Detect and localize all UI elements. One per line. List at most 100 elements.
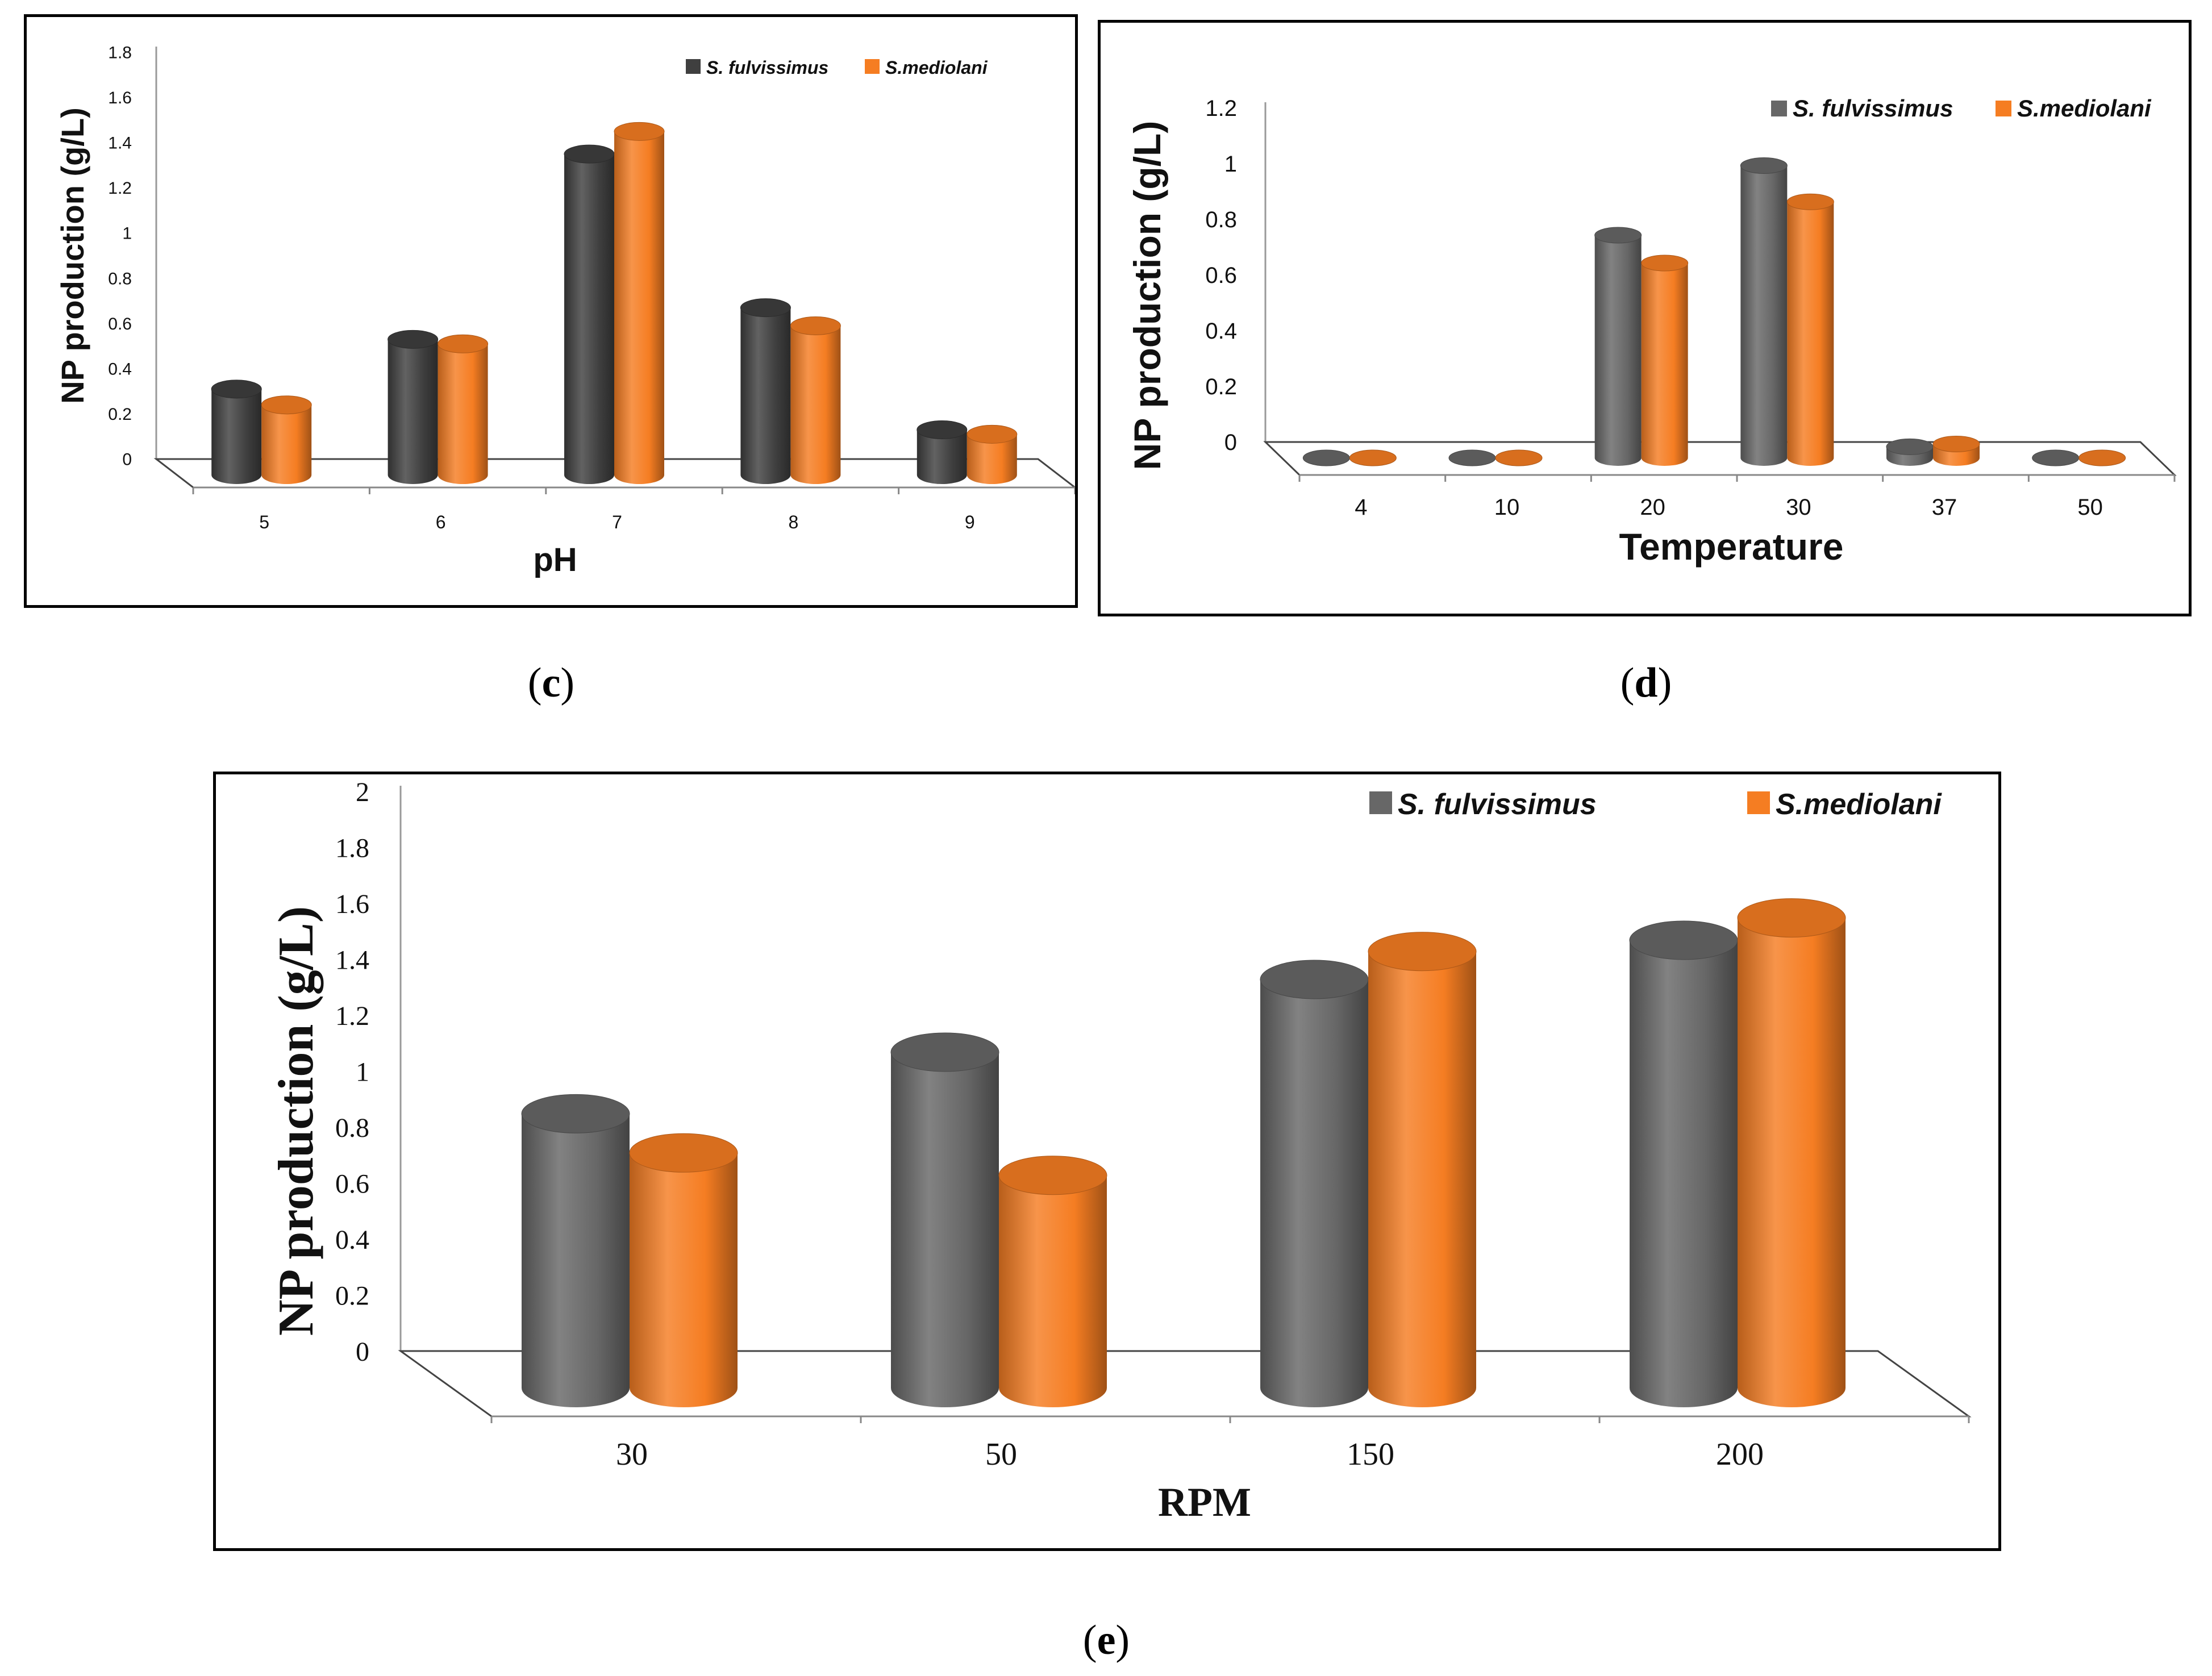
x-tick-label-d: 4: [1355, 495, 1367, 520]
x-tick-label-c: 5: [259, 512, 269, 532]
x-axis-title-d: Temperature: [1619, 526, 1844, 568]
bar-c-9-1: [967, 434, 1017, 484]
y-tick-label-d: 1: [1224, 152, 1237, 177]
y-tick-label-c: 1.2: [108, 179, 132, 198]
y-tick-label-e: 1.8: [335, 833, 369, 863]
chart-panel-c: 0 0.2 0.4 0.6 0.8 1 1.2 1.4 1.6 1.8 5 6 7 8 9 pH NP prod…: [24, 14, 1078, 608]
y-tick-label-c: 1.4: [108, 134, 132, 153]
bar-e-50-1: [999, 1175, 1107, 1407]
bar-e-200-1: [1738, 918, 1846, 1407]
x-tick-label-e: 200: [1716, 1437, 1764, 1472]
legend-swatch-c-0: [686, 59, 701, 74]
chart-e-svg: 0 0.2 0.4 0.6 0.8 1 1.2 1.4 1.6 1.8 2 30 50 150 200 RPM…: [269, 777, 1972, 1525]
chart-c-svg: 0 0.2 0.4 0.6 0.8 1 1.2 1.4 1.6 1.8 5 6 7 8 9 pH NP prod…: [55, 44, 1075, 578]
bar-c-9-0-cap: [917, 420, 968, 439]
y-tick-label-e: 1.4: [335, 945, 369, 975]
legend-swatch-e-1: [1747, 791, 1770, 814]
bar-c-8-1-cap: [790, 316, 841, 335]
y-axis-title-c: NP production (g/L): [55, 107, 90, 404]
y-tick-label-d: 1.2: [1205, 96, 1237, 121]
x-tick-label-e: 30: [616, 1437, 648, 1472]
legend-swatch-d-0: [1771, 101, 1787, 116]
bar-c-5-0: [211, 389, 262, 484]
bar-e-30-1-cap: [629, 1133, 738, 1173]
bar-c-8-0: [740, 307, 791, 484]
bar-e-30-0: [522, 1114, 630, 1407]
chart-panel-d: 0 0.2 0.4 0.6 0.8 1 1.2 4 10 20 30 37 50 Temperature N…: [1098, 20, 2192, 616]
bar-c-7-0: [564, 154, 614, 485]
x-tick-label-c: 6: [436, 512, 446, 532]
bar-e-200-0: [1630, 940, 1738, 1407]
caption-e: (e): [1082, 1617, 1130, 1664]
bar-d-30-0: [1740, 165, 1788, 466]
y-tick-label-e: 0.6: [335, 1169, 369, 1199]
legend-label-c-0: S. fulvissimus: [706, 57, 828, 78]
legend-label-d-0: S. fulvissimus: [1793, 95, 1953, 122]
caption-e-letter: e: [1097, 1617, 1116, 1664]
y-tick-label-c: 1.8: [108, 44, 132, 62]
legend-label-e-1: S.mediolani: [1776, 788, 1942, 821]
bar-d-4-0-cap: [1302, 449, 1350, 466]
y-tick-label-d: 0.8: [1205, 207, 1237, 232]
bar-d-37-1-cap: [1932, 436, 1980, 452]
x-axis-title-c: pH: [533, 541, 577, 578]
bar-e-30-1: [630, 1153, 738, 1407]
y-tick-label-e: 0.8: [335, 1113, 369, 1143]
y-tick-label-c: 0.4: [108, 360, 132, 378]
bar-e-150-1: [1368, 951, 1476, 1407]
bar-c-9-0: [917, 430, 967, 484]
bar-c-7-1-cap: [614, 122, 665, 141]
bar-d-20-1: [1641, 263, 1688, 466]
bar-d-50-0-cap: [2032, 449, 2080, 466]
y-tick-label-e: 0.4: [335, 1225, 369, 1255]
bar-d-10-1-cap: [1495, 449, 1543, 466]
bar-d-50-1-cap: [2078, 449, 2126, 466]
x-tick-label-c: 9: [965, 512, 975, 532]
legend-swatch-d-1: [1996, 101, 2011, 116]
y-tick-label-c: 0: [122, 451, 132, 469]
y-tick-label-c: 0.2: [108, 405, 132, 424]
y-tick-label-e: 1.2: [335, 1001, 369, 1031]
y-tick-label-d: 0: [1224, 430, 1237, 455]
y-axis-title-d: NP production (g/L): [1126, 121, 1168, 470]
caption-d: (d): [1620, 660, 1672, 706]
y-tick-label-c: 1: [122, 224, 132, 243]
x-tick-label-e: 150: [1347, 1437, 1394, 1472]
bar-e-150-0-cap: [1260, 960, 1369, 999]
x-tick-label-e: 50: [985, 1437, 1017, 1472]
bar-e-150-0: [1260, 979, 1368, 1407]
x-tick-label-c: 8: [789, 512, 799, 532]
bar-c-7-1: [614, 131, 664, 484]
y-tick-label-e: 2: [356, 777, 369, 807]
bar-d-4-1-cap: [1349, 449, 1397, 466]
bar-e-200-0-cap: [1629, 920, 1738, 960]
legend-label-d-1: S.mediolani: [2017, 95, 2152, 122]
caption-d-letter: d: [1634, 660, 1658, 706]
x-tick-label-d: 50: [2077, 495, 2103, 520]
bar-e-30-0-cap: [521, 1094, 630, 1133]
y-tick-label-c: 1.6: [108, 89, 132, 107]
bar-c-9-1-cap: [967, 424, 1018, 444]
bar-e-50-0-cap: [890, 1032, 999, 1072]
legend-label-c-1: S.mediolani: [885, 57, 988, 78]
x-tick-label-d: 10: [1494, 495, 1520, 520]
y-tick-label-d: 0.6: [1205, 263, 1237, 288]
legend-swatch-c-1: [865, 59, 880, 74]
bar-c-8-1: [790, 326, 841, 484]
bar-c-6-1: [438, 344, 488, 484]
x-tick-label-d: 37: [1932, 495, 1957, 520]
x-tick-label-d: 30: [1786, 495, 1811, 520]
bar-d-20-0-cap: [1594, 227, 1642, 244]
x-tick-label-d: 20: [1640, 495, 1665, 520]
y-tick-label-e: 0: [356, 1337, 369, 1367]
legend-label-e-0: S. fulvissimus: [1398, 788, 1597, 821]
bar-d-20-0: [1594, 235, 1642, 466]
bar-c-6-0-cap: [388, 330, 439, 349]
bar-d-30-1: [1787, 202, 1834, 466]
caption-c-letter: c: [541, 660, 561, 706]
y-tick-label-c: 0.8: [108, 269, 132, 288]
bar-d-30-1-cap: [1786, 193, 1834, 210]
x-tick-label-c: 7: [612, 512, 622, 532]
y-tick-label-d: 0.2: [1205, 374, 1237, 399]
bar-d-30-0-cap: [1740, 157, 1788, 174]
